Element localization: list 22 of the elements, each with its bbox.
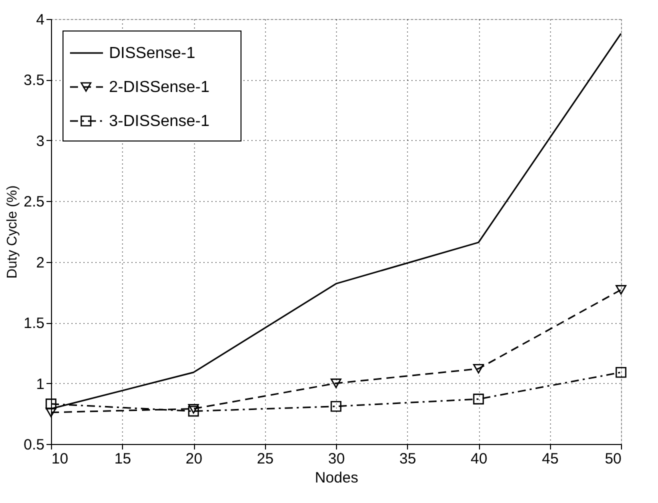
legend-label: 2-DISSense-1 — [109, 79, 210, 96]
x-tick-label: 35 — [399, 450, 416, 468]
x-tick-label: 10 — [52, 450, 68, 468]
x-tick-label: 20 — [186, 450, 202, 468]
y-tick-label: 1 — [36, 376, 44, 393]
x-tick-label: 30 — [328, 450, 345, 468]
x-tick-label: 25 — [256, 450, 274, 468]
y-tick-label: 4 — [36, 12, 44, 28]
y-axis-title: Duty Cycle (%) — [4, 185, 20, 279]
x-tick-label: 45 — [542, 450, 559, 468]
y-tick-label: 3.5 — [24, 72, 44, 90]
legend-label: 3-DISSense-1 — [109, 113, 210, 130]
x-axis-title: Nodes — [314, 470, 358, 486]
y-tick-label: 2.5 — [24, 194, 44, 211]
y-tick-label: 1.5 — [24, 315, 44, 332]
y-tick-label: 3 — [36, 132, 44, 150]
x-tick-label: 15 — [114, 450, 132, 468]
legend-label: DISSense-1 — [109, 45, 196, 62]
y-tick-label: 0.5 — [24, 436, 44, 454]
x-tick-label: 50 — [604, 450, 622, 468]
y-tick-label: 2 — [36, 254, 44, 272]
x-tick-label: 40 — [470, 450, 488, 468]
